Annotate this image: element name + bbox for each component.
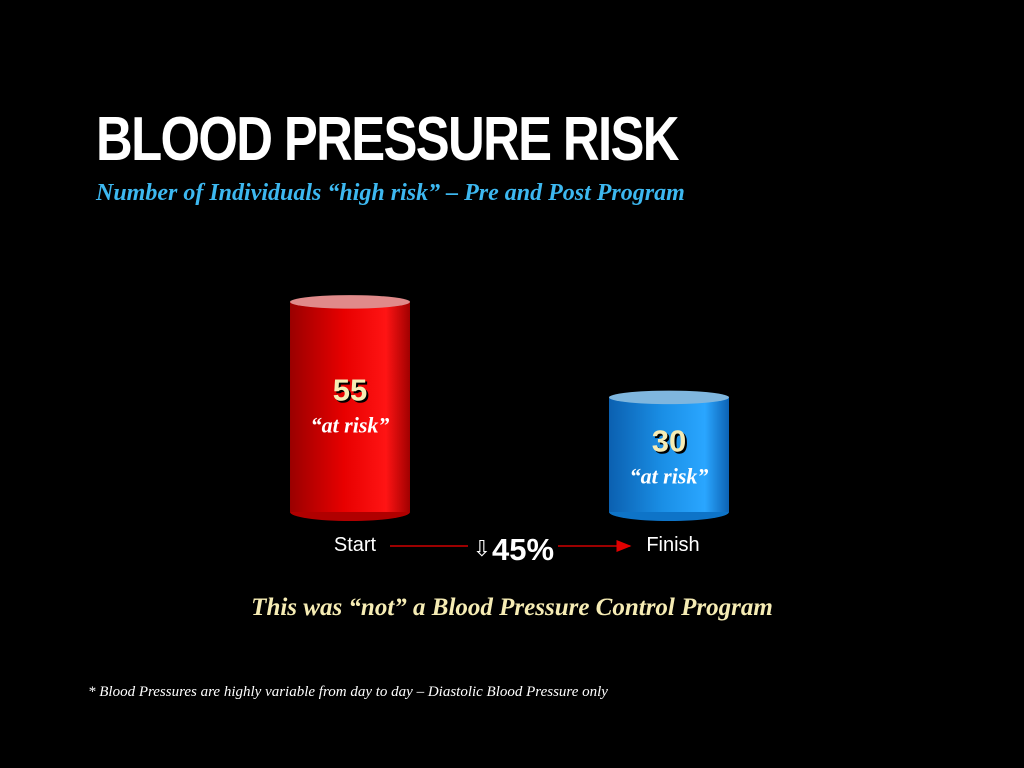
bar-sublabel: “at risk” xyxy=(630,463,709,488)
change-percent-label: 45% xyxy=(492,532,554,567)
category-label-start: Start xyxy=(334,534,377,556)
bar-finish xyxy=(609,390,729,521)
program-note: This was “not” a Blood Pressure Control … xyxy=(251,594,773,621)
bar-value-shadow: 55 xyxy=(335,375,369,410)
footnote: * Blood Pressures are highly variable fr… xyxy=(88,684,608,700)
slide-title: BLOOD PRESSURE RISK xyxy=(96,105,679,174)
decrease-arrow-icon: ⇩ xyxy=(473,537,491,562)
bar-value-label: 55 xyxy=(333,373,367,408)
bar-sublabel: “at risk” xyxy=(311,413,390,438)
category-label-finish: Finish xyxy=(646,534,699,556)
bar-start xyxy=(290,295,410,521)
bar-value-label: 30 xyxy=(652,423,686,458)
slide-subtitle: Number of Individuals “high risk” – Pre … xyxy=(96,180,685,206)
bar-value-shadow: 30 xyxy=(654,425,688,460)
